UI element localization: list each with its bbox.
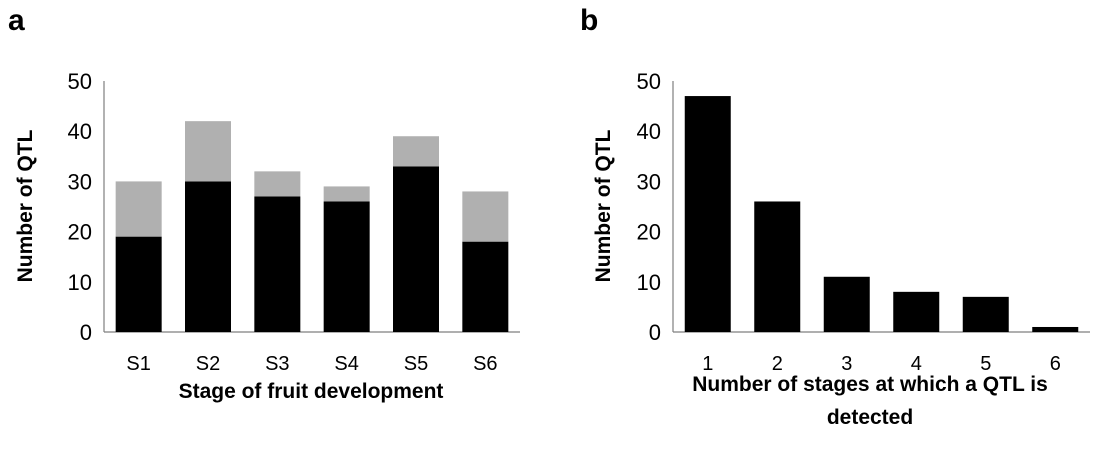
chart-b-bar-3-series-1 bbox=[823, 276, 870, 332]
chart-a-bar-s3-series-1 bbox=[254, 196, 301, 332]
chart-a-x-tick-label: S2 bbox=[196, 353, 220, 375]
chart-a-y-tick-label: 40 bbox=[68, 119, 92, 144]
chart-b-x-tick-label: 3 bbox=[841, 353, 852, 375]
chart-b-x-tick-label: 1 bbox=[702, 353, 713, 375]
chart-b-y-tick-label: 30 bbox=[637, 169, 661, 194]
chart-b-bar-1-series-1 bbox=[684, 96, 731, 332]
chart-a-y-ticks: 0 10 20 30 40 50 bbox=[68, 69, 92, 345]
chart-a-bar-s4-series-2 bbox=[323, 186, 370, 202]
panel-letter-b: b bbox=[580, 4, 598, 37]
chart-b-bar-5-series-1 bbox=[962, 296, 1009, 332]
chart-a-x-tick-label: S3 bbox=[265, 353, 289, 375]
chart-a: 0 10 20 30 40 50 S1 S2 S3 S4 S5 S6 Number of QTL S… bbox=[14, 69, 520, 403]
chart-b-y-tick-label: 50 bbox=[637, 69, 661, 94]
chart-a-bar-s5-series-1 bbox=[393, 166, 439, 332]
chart-b-y-tick-label: 40 bbox=[637, 119, 661, 144]
chart-a-bars bbox=[115, 121, 509, 332]
chart-b-x-ticks: 1 2 3 4 5 6 bbox=[702, 353, 1061, 375]
chart-b-x-tick-label: 5 bbox=[980, 353, 991, 375]
chart-b-bars bbox=[684, 96, 1079, 332]
chart-b-x-tick-label: 2 bbox=[772, 353, 783, 375]
chart-a-y-tick-label: 30 bbox=[68, 169, 92, 194]
chart-a-y-tick-label: 50 bbox=[68, 69, 92, 94]
chart-a-y-axis-title: Number of QTL bbox=[14, 129, 37, 282]
chart-b: 0 10 20 30 40 50 1 2 3 4 5 6 Number of QTL Number … bbox=[592, 69, 1090, 429]
chart-b-bar-6-series-1 bbox=[1032, 326, 1079, 332]
chart-b-bar-4-series-1 bbox=[893, 291, 940, 332]
chart-b-x-axis-title-line-1: Number of stages at which a QTL is bbox=[692, 373, 1048, 396]
chart-a-bar-s1-series-1 bbox=[115, 236, 162, 332]
chart-b-y-tick-label: 20 bbox=[637, 220, 661, 245]
chart-b-y-tick-label: 0 bbox=[649, 320, 661, 345]
chart-b-x-tick-label: 4 bbox=[911, 353, 922, 375]
chart-a-bar-s6-series-1 bbox=[462, 241, 509, 332]
chart-a-bar-s2-series-2 bbox=[185, 121, 231, 182]
chart-a-y-tick-label: 10 bbox=[68, 270, 92, 295]
chart-a-y-tick-label: 0 bbox=[80, 320, 92, 345]
chart-a-bar-s2-series-1 bbox=[185, 181, 231, 332]
chart-a-x-axis-title: Stage of fruit development bbox=[179, 380, 444, 403]
chart-a-x-tick-label: S5 bbox=[404, 353, 428, 375]
chart-a-x-ticks: S1 S2 S3 S4 S5 S6 bbox=[126, 353, 497, 375]
chart-b-x-axis-title-line-2: detected bbox=[827, 406, 913, 429]
panel-letter-a: a bbox=[8, 4, 25, 37]
chart-a-bar-s3-series-2 bbox=[254, 171, 301, 197]
chart-a-x-tick-label: S4 bbox=[334, 353, 358, 375]
chart-b-y-axis-title: Number of QTL bbox=[592, 129, 615, 282]
chart-a-bar-s4-series-1 bbox=[323, 201, 370, 332]
chart-a-x-tick-label: S1 bbox=[126, 353, 150, 375]
chart-a-bar-s1-series-2 bbox=[115, 181, 162, 237]
chart-a-bar-s5-series-2 bbox=[393, 136, 439, 167]
chart-b-x-tick-label: 6 bbox=[1050, 353, 1061, 375]
chart-a-x-tick-label: S6 bbox=[473, 353, 497, 375]
chart-b-y-ticks: 0 10 20 30 40 50 bbox=[637, 69, 661, 345]
chart-b-bar-2-series-1 bbox=[754, 201, 801, 332]
chart-a-bar-s6-series-2 bbox=[462, 191, 509, 242]
chart-b-y-tick-label: 10 bbox=[637, 270, 661, 295]
chart-a-y-tick-label: 20 bbox=[68, 220, 92, 245]
